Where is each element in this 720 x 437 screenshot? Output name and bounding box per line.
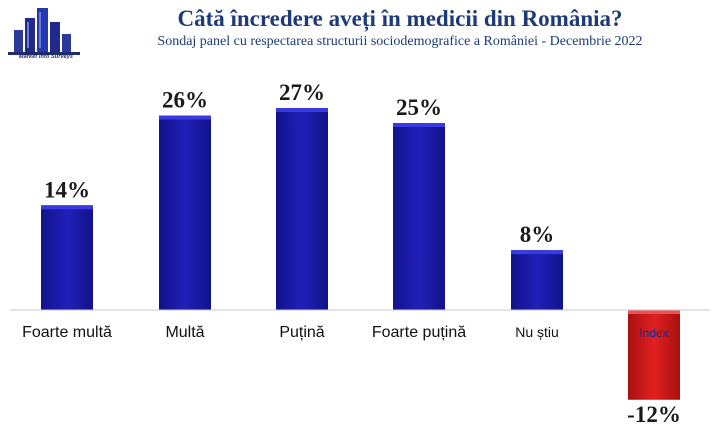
data-label-0: 14%	[44, 177, 90, 202]
bar-cap-2	[276, 108, 328, 113]
bar-4	[511, 250, 563, 310]
bar-cap-1	[159, 115, 211, 120]
category-label-1: Multă	[165, 324, 204, 341]
chart-subtitle: Sondaj panel cu respectarea structurii s…	[157, 34, 643, 49]
bar-5	[628, 310, 680, 400]
bar-0	[41, 205, 93, 310]
bar-cap-0	[41, 205, 93, 210]
category-label-3: Foarte puțină	[372, 324, 466, 341]
bar-3	[393, 123, 445, 310]
bar-1	[159, 115, 211, 311]
chart-title: Câtă încredere aveți în medicii din Româ…	[177, 6, 623, 31]
bar-cap-3	[393, 123, 445, 127]
category-label-2: Puțină	[279, 324, 324, 341]
data-label-2: 27%	[279, 80, 325, 105]
bar-2	[276, 108, 328, 310]
data-label-5: -12%	[627, 402, 681, 427]
logo-caption: Market Info Surveys	[18, 54, 74, 60]
category-label-4: Nu știu	[515, 324, 559, 340]
company-logo	[8, 8, 80, 55]
data-label-4: 8%	[520, 222, 555, 247]
bar-cap-4	[511, 250, 563, 255]
category-label-0: Foarte multă	[22, 324, 112, 341]
bar-cap-5	[628, 310, 680, 314]
data-label-1: 26%	[162, 88, 208, 113]
data-label-3: 25%	[396, 95, 442, 120]
category-label-5: Index	[639, 326, 668, 340]
